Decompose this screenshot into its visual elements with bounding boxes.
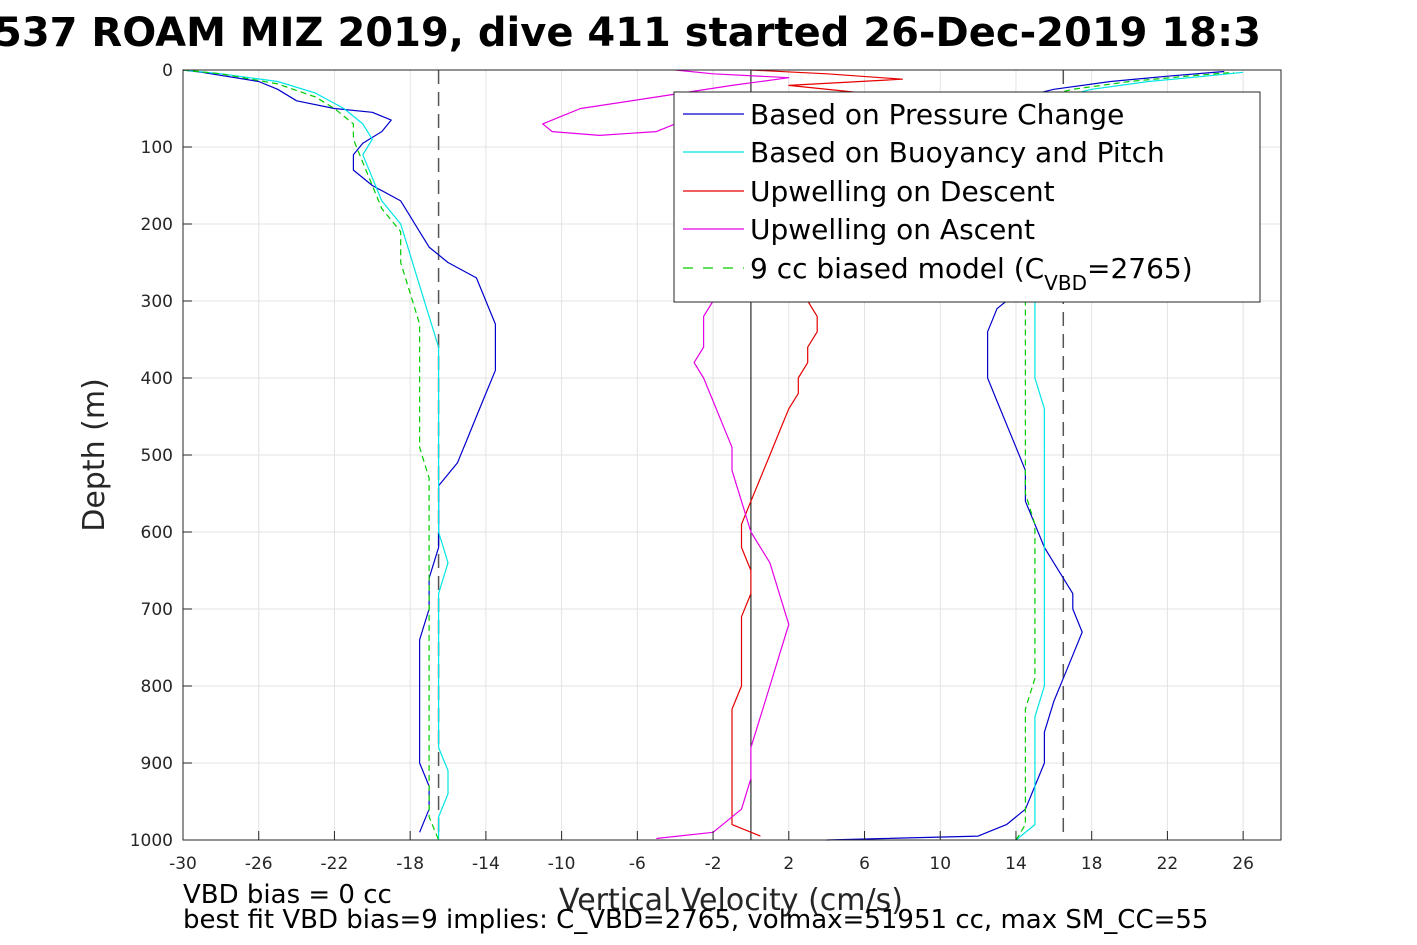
x-tick-label: 18 <box>1081 854 1103 874</box>
legend-biased-subscript: VBD <box>1044 271 1087 295</box>
x-tick-label: -2 <box>705 854 722 874</box>
x-tick-label: 10 <box>929 854 951 874</box>
y-tick-label: 300 <box>141 292 173 312</box>
vbd-bias-note: VBD bias = 0 cc <box>183 880 392 910</box>
y-tick-label: 1000 <box>130 831 173 851</box>
series-line-3 <box>542 69 790 136</box>
x-tick-label: -14 <box>472 854 500 874</box>
x-axis-label: Vertical Velocity (cm/s) <box>559 883 903 918</box>
legend-entry-upwelling-descent: Upwelling on Descent <box>750 175 1055 208</box>
legend-samples <box>683 113 744 269</box>
x-tick-label: 22 <box>1157 854 1179 874</box>
legend-entry-pressure-change: Based on Pressure Change <box>750 98 1124 131</box>
series-line-2 <box>731 300 818 837</box>
legend-entry-upwelling-ascent: Upwelling on Ascent <box>750 213 1035 246</box>
legend-entry-buoyancy-pitch: Based on Buoyancy and Pitch <box>750 136 1165 169</box>
axis-ticks: -30 -26 -22 -18 -14 -10 -6 -2 2 6 10 14 18 22 26010020… <box>130 61 1254 874</box>
y-tick-label: 900 <box>141 754 173 774</box>
y-tick-label: 400 <box>141 369 173 389</box>
y-tick-label: 600 <box>141 523 173 543</box>
x-tick-label: -6 <box>629 854 646 874</box>
x-tick-label: 14 <box>1005 854 1027 874</box>
y-tick-label: 800 <box>141 677 173 697</box>
series-line-1 <box>182 69 449 840</box>
legend-box <box>673 91 1261 303</box>
x-tick-label: 26 <box>1232 854 1254 874</box>
series-line-3 <box>656 300 790 840</box>
y-tick-label: 500 <box>141 446 173 466</box>
y-tick-label: 100 <box>141 138 173 158</box>
y-tick-label: 0 <box>162 61 173 81</box>
y-tick-label: 700 <box>141 600 173 620</box>
best-fit-note: best fit VBD bias=9 implies: C_VBD=2765,… <box>183 905 1208 935</box>
legend-entry-biased-model: 9 cc biased model (CVBD=2765) <box>750 252 1193 295</box>
x-tick-label: -18 <box>396 854 424 874</box>
x-tick-label: -10 <box>548 854 576 874</box>
chart-title: 537 ROAM MIZ 2019, dive 411 started 26-D… <box>0 10 1261 56</box>
series-line-4 <box>1015 301 1036 841</box>
series-line-4 <box>182 69 440 841</box>
y-tick-label: 200 <box>141 215 173 235</box>
legend-biased-suffix: =2765) <box>1087 252 1193 285</box>
x-tick-label: -26 <box>245 854 273 874</box>
y-axis-label: Depth (m) <box>77 378 112 532</box>
x-tick-label: 6 <box>859 854 870 874</box>
x-tick-label: -30 <box>169 854 197 874</box>
series-line-0 <box>826 300 1083 841</box>
legend: Based on Pressure Change Based on Buoyan… <box>673 91 1261 303</box>
series-line-0 <box>182 69 496 833</box>
x-tick-label: -22 <box>321 854 349 874</box>
series-line-1 <box>1015 301 1045 841</box>
legend-biased-prefix: 9 cc biased model (C <box>750 252 1044 285</box>
data-series <box>182 69 1244 841</box>
x-tick-label: 2 <box>783 854 794 874</box>
